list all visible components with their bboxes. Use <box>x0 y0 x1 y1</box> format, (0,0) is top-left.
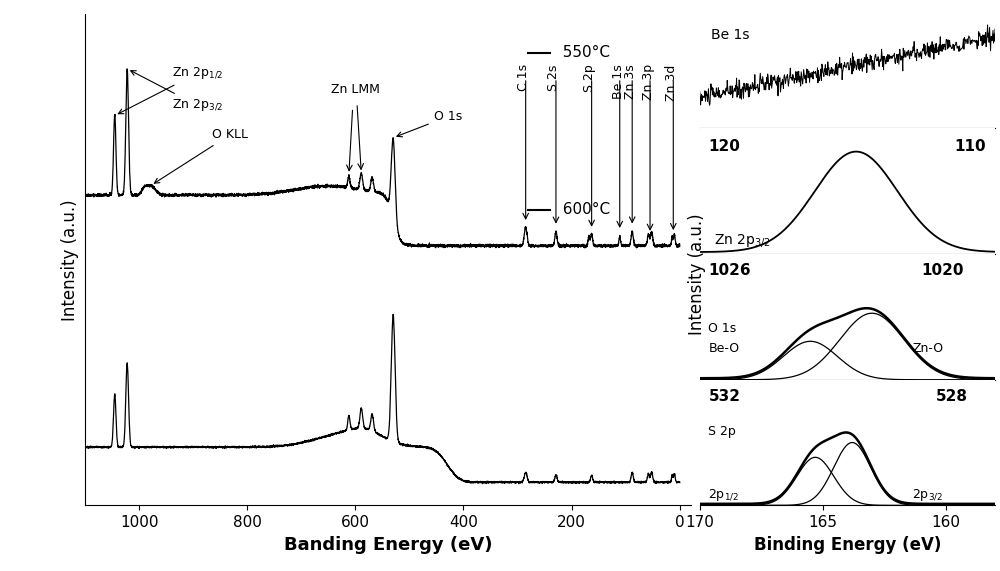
Text: Be 1s: Be 1s <box>711 29 750 42</box>
Text: O 1s: O 1s <box>397 110 462 137</box>
Text: Zn 3s: Zn 3s <box>624 65 637 99</box>
Text: S 2p: S 2p <box>708 425 736 438</box>
Text: 2p$_{3/2}$: 2p$_{3/2}$ <box>912 487 943 503</box>
Text: S 2s: S 2s <box>547 65 560 91</box>
Text: 120: 120 <box>708 139 740 154</box>
Text: Zn LMM: Zn LMM <box>331 83 380 96</box>
Text: 528: 528 <box>936 389 968 404</box>
Text: Zn-O: Zn-O <box>912 342 943 355</box>
Text: 550°C: 550°C <box>553 46 610 61</box>
Y-axis label: Intensity (a.u.): Intensity (a.u.) <box>61 199 79 321</box>
X-axis label: Banding Energy (eV): Banding Energy (eV) <box>284 536 492 554</box>
Text: Be-O: Be-O <box>708 342 740 355</box>
Text: O 1s: O 1s <box>708 322 737 335</box>
Text: Zn 2p$_{1/2}$: Zn 2p$_{1/2}$ <box>118 66 223 114</box>
Text: O KLL: O KLL <box>154 128 248 183</box>
Text: 110: 110 <box>955 139 986 154</box>
Text: S 2p: S 2p <box>583 65 596 92</box>
Text: Intensity (a.u.): Intensity (a.u.) <box>688 213 706 335</box>
Text: Zn 2p$_{3/2}$: Zn 2p$_{3/2}$ <box>131 71 223 113</box>
Text: 1020: 1020 <box>921 263 964 279</box>
Text: Zn 3d: Zn 3d <box>665 65 678 100</box>
Text: C 1s: C 1s <box>517 65 530 91</box>
Text: 532: 532 <box>708 389 740 404</box>
Text: Be 1s: Be 1s <box>612 65 625 99</box>
X-axis label: Binding Energy (eV): Binding Energy (eV) <box>754 536 941 554</box>
Text: Zn 2p$_{3/2}$: Zn 2p$_{3/2}$ <box>714 232 771 250</box>
Text: 600°C: 600°C <box>553 202 610 218</box>
Text: Zn 3p: Zn 3p <box>642 65 655 100</box>
Text: 1026: 1026 <box>708 263 751 279</box>
Text: 2p$_{1/2}$: 2p$_{1/2}$ <box>708 487 739 503</box>
